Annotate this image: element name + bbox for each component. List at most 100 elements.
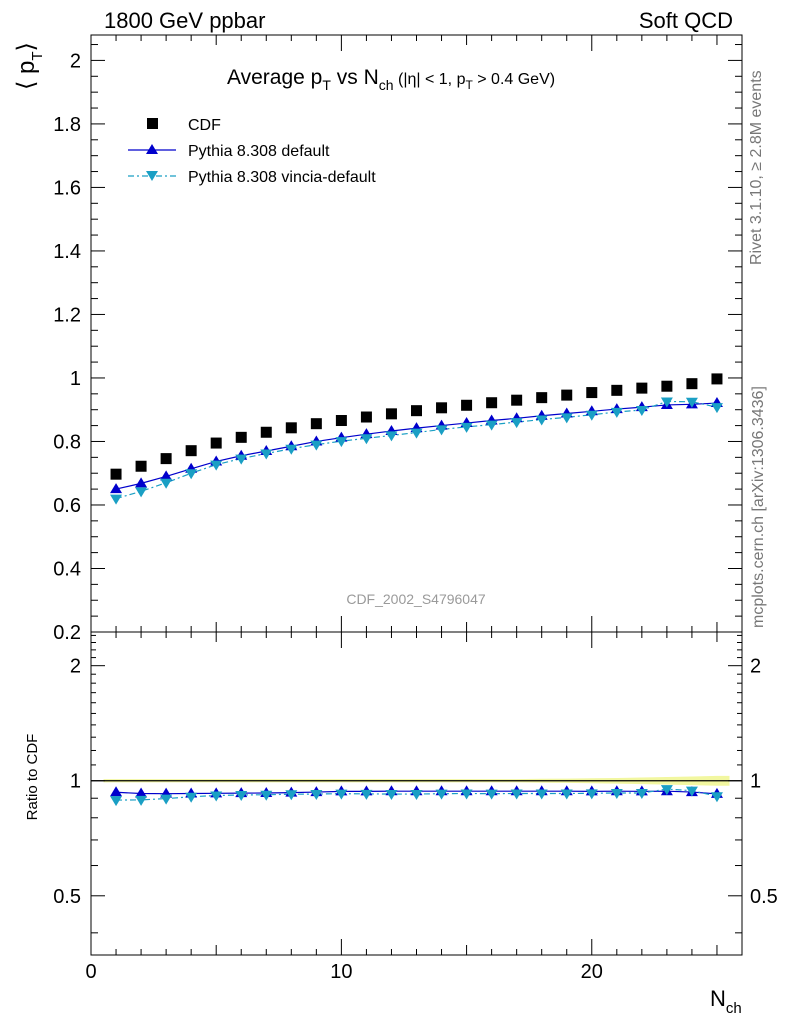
- ylabel-close: ⟩: [13, 42, 40, 51]
- ratio-vincia-point: [135, 795, 148, 806]
- cdf-point: [260, 426, 272, 438]
- legend-entry-cdf: CDF: [147, 117, 221, 134]
- ratio-vincia-point: [385, 790, 398, 801]
- cdf-point: [335, 415, 347, 427]
- ratio-ytick-label-right: 1: [750, 771, 761, 793]
- vincia-point: [635, 406, 648, 417]
- vincia-point: [660, 397, 673, 408]
- cdf-point: [561, 389, 573, 401]
- legend-vincia-label: Pythia 8.308 vincia-default: [188, 169, 376, 186]
- main-ytick-label: 0.4: [53, 558, 81, 580]
- main-ytick-label: 1.2: [53, 304, 81, 326]
- main-ytick-label: 1.8: [53, 114, 81, 136]
- title-vs-sub: ch: [379, 77, 394, 93]
- ratio-vincia-point: [635, 788, 648, 799]
- ratio-vincia-point: [460, 789, 473, 800]
- ratio-vincia-point: [560, 789, 573, 800]
- cdf-point: [411, 405, 422, 417]
- ratio-vincia-point: [435, 789, 448, 800]
- ratio-vincia-point: [710, 792, 723, 803]
- legend-cdf-label: CDF: [188, 117, 221, 134]
- ratio-vincia-point: [485, 789, 498, 800]
- vincia-point: [160, 478, 173, 489]
- cdf-point: [310, 418, 322, 430]
- legend-vincia-marker: [146, 171, 158, 181]
- cdf-point: [686, 378, 698, 390]
- cdf-point: [436, 402, 448, 414]
- legend-pythia-default-label: Pythia 8.308 default: [188, 143, 330, 160]
- ratio-ytick-label-left: 2: [70, 656, 81, 678]
- ratio-vincia-point: [185, 792, 198, 803]
- ratio-vincia-point: [210, 791, 223, 802]
- ratio-ytick-label-right: 2: [750, 656, 761, 678]
- x-tick-label: 0: [85, 961, 96, 983]
- main-ytick-label: 1.6: [53, 177, 81, 199]
- ratio-pythia-default-point: [110, 786, 123, 797]
- vincia-point: [335, 437, 348, 448]
- main-series-group: [110, 373, 723, 505]
- main-ytick-label: 0.2: [53, 622, 81, 644]
- ratio-vincia-point: [360, 789, 373, 800]
- cdf-point: [160, 453, 172, 465]
- x-tick-label: 10: [330, 961, 352, 983]
- vincia-point: [610, 407, 623, 418]
- cdf-point: [235, 431, 247, 443]
- cdf-point: [661, 380, 673, 392]
- vincia-point: [285, 444, 298, 455]
- vincia-point: [460, 422, 473, 433]
- chart-title: Average pT vs Nch (|η| < 1, pT > 0.4 GeV…: [227, 66, 555, 93]
- ratio-plot-panel: 0.5 0.5 1 1 2 2 0 10 20 Ratio to CDF Nch: [24, 631, 778, 1017]
- pythia-default-point: [135, 477, 148, 488]
- ratio-ytick-labels: 0.5 0.5 1 1 2 2: [53, 656, 778, 908]
- ratio-ytick-label-left: 0.5: [53, 886, 81, 908]
- cdf-point: [210, 437, 222, 449]
- ratio-vincia-point: [335, 789, 348, 800]
- vincia-point: [510, 418, 523, 429]
- ratio-ticks: [90, 632, 743, 955]
- main-ticks: [90, 35, 743, 633]
- vincia-point: [360, 434, 373, 445]
- title-cut-b: > 0.4 GeV): [473, 71, 555, 88]
- ratio-vincia-point: [235, 790, 248, 801]
- ratio-vincia-point: [660, 785, 673, 796]
- rivet-info-label: Rivet 3.1.10, ≥ 2.8M events: [748, 70, 765, 265]
- xlabel-sub: ch: [726, 1000, 742, 1017]
- ratio-vincia-point: [535, 789, 548, 800]
- cdf-point: [360, 411, 372, 423]
- legend: CDF Pythia 8.308 default Pythia 8.308 vi…: [128, 117, 376, 186]
- main-y-axis-label: ⟨ pT⟩: [13, 42, 46, 90]
- vincia-point: [710, 403, 723, 414]
- ratio-vincia-point: [160, 794, 173, 805]
- cdf-point: [711, 373, 723, 385]
- vincia-point: [560, 413, 573, 424]
- main-ytick-label: 2: [70, 50, 81, 72]
- main-ytick-label: 1.4: [53, 241, 81, 263]
- legend-entry-vincia: Pythia 8.308 vincia-default: [128, 169, 376, 186]
- vincia-point: [435, 425, 448, 436]
- main-ytick-label: 0.6: [53, 495, 81, 517]
- ratio-ytick-label-left: 1: [70, 771, 81, 793]
- main-ytick-label: 0.8: [53, 431, 81, 453]
- title-main-sub: T: [322, 77, 331, 93]
- ratio-vincia-point: [285, 790, 298, 801]
- cdf-point: [586, 387, 598, 399]
- header-left-label: 1800 GeV ppbar: [104, 8, 265, 33]
- ratio-vincia-point: [110, 796, 123, 807]
- ratio-vincia-point: [510, 789, 523, 800]
- legend-cdf-marker: [147, 118, 158, 129]
- x-tick-label: 20: [581, 961, 603, 983]
- ratio-vincia-point: [410, 790, 423, 801]
- legend-pythia-default-marker: [146, 144, 158, 154]
- vincia-point: [135, 487, 148, 498]
- pythia-default-point: [110, 483, 123, 494]
- ylabel-main: ⟨ p: [13, 61, 40, 90]
- vincia-point: [185, 469, 198, 480]
- vincia-point: [685, 397, 698, 408]
- ratio-series-group: [110, 785, 723, 807]
- x-axis-label: Nch: [710, 986, 742, 1017]
- cdf-point: [511, 394, 523, 406]
- vincia-point: [535, 415, 548, 426]
- cdf-point: [461, 399, 473, 411]
- title-main: Average p: [227, 66, 322, 89]
- ratio-vincia-point: [585, 789, 598, 800]
